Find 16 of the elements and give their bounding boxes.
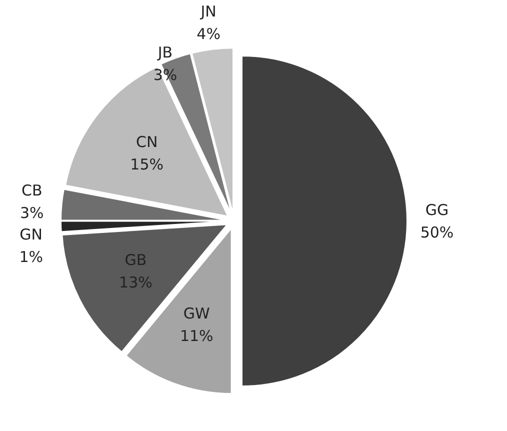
- slice-label: CN: [136, 133, 158, 152]
- slice-label: JB: [156, 43, 173, 62]
- slice-label: GB: [124, 250, 147, 269]
- data-label: 15%: [130, 156, 164, 174]
- slice-label: JN: [200, 2, 216, 20]
- data-label: 3%: [20, 204, 44, 222]
- slice-label: GW: [183, 304, 210, 323]
- data-label: 1%: [19, 248, 43, 266]
- data-label: 3%: [153, 66, 178, 84]
- data-label: 4%: [196, 24, 220, 43]
- data-label: 50%: [420, 223, 454, 242]
- slice-label: CB: [22, 182, 42, 200]
- data-label: 13%: [119, 273, 152, 292]
- slice-label: GN: [20, 226, 43, 244]
- data-label: 11%: [180, 327, 214, 346]
- slice-label: GG: [425, 200, 449, 219]
